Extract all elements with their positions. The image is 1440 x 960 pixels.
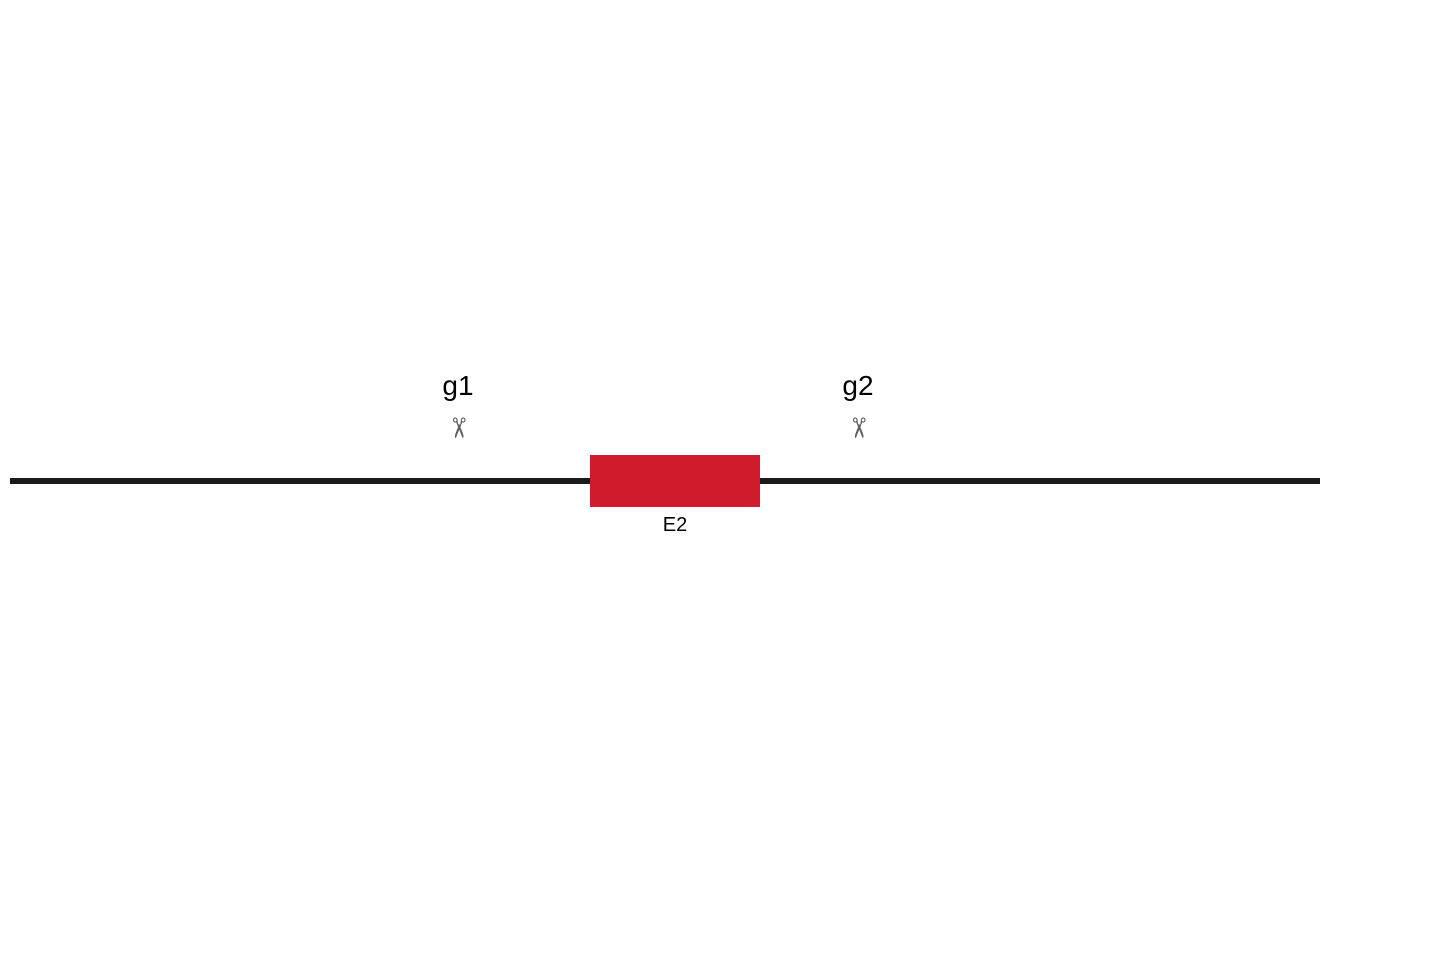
- scissors-icon-g1: ✂: [444, 388, 472, 468]
- scissors-icon-g2: ✂: [844, 388, 872, 468]
- exon-e2: [590, 455, 760, 507]
- gene-diagram: E2 g1 ✂ g2 ✂: [0, 0, 1440, 960]
- exon-label: E2: [615, 514, 735, 537]
